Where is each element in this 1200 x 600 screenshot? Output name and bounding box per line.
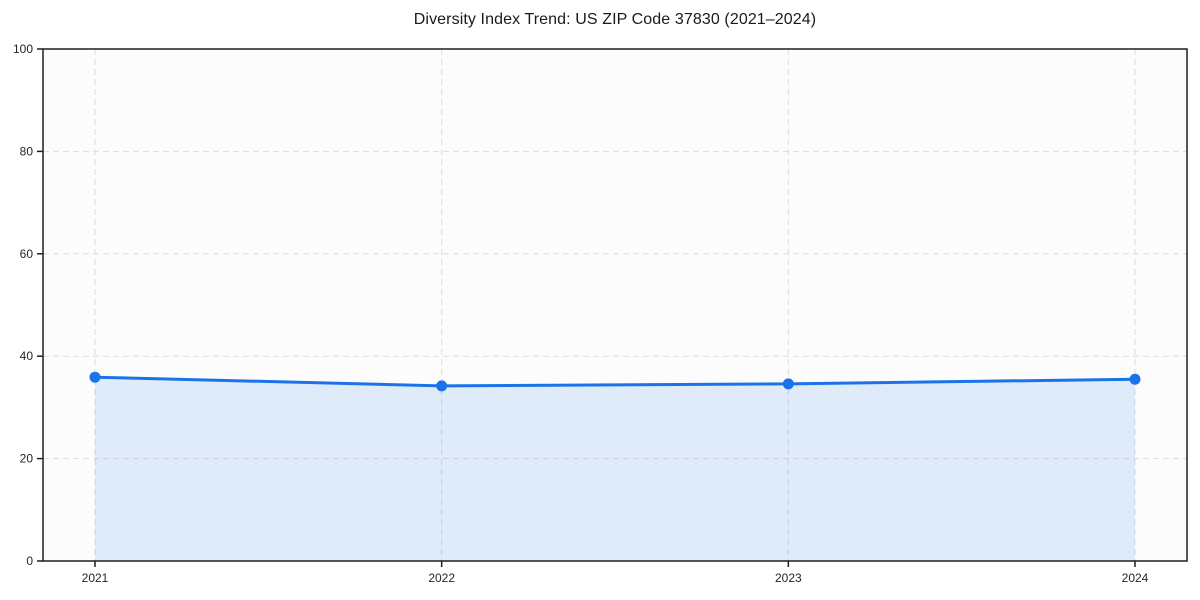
y-axis-tick-label: 80 bbox=[20, 144, 34, 158]
trend-line bbox=[93, 375, 1137, 388]
y-axis-tick-label: 40 bbox=[20, 349, 34, 363]
chart-title: Diversity Index Trend: US ZIP Code 37830… bbox=[413, 11, 817, 28]
plot-border bbox=[42, 48, 1188, 562]
data-point-marker bbox=[436, 380, 448, 392]
plot-background bbox=[43, 49, 1187, 561]
y-axis-tick-label: 20 bbox=[20, 452, 34, 466]
data-point-marker bbox=[1129, 373, 1141, 385]
x-axis-tick-label: 2022 bbox=[428, 571, 455, 585]
data-point-marker bbox=[782, 378, 794, 390]
x-axis-tick-label: 2023 bbox=[775, 571, 802, 585]
data-point-marker bbox=[89, 371, 101, 383]
y-axis-tick-label: 100 bbox=[13, 42, 33, 56]
y-axis-tick-label: 0 bbox=[26, 554, 33, 568]
x-axis-tick-label: 2024 bbox=[1122, 571, 1149, 585]
area-fill bbox=[95, 377, 1135, 561]
y-axis-tick-label: 60 bbox=[20, 247, 34, 261]
x-axis-tick-label: 2021 bbox=[82, 571, 109, 585]
